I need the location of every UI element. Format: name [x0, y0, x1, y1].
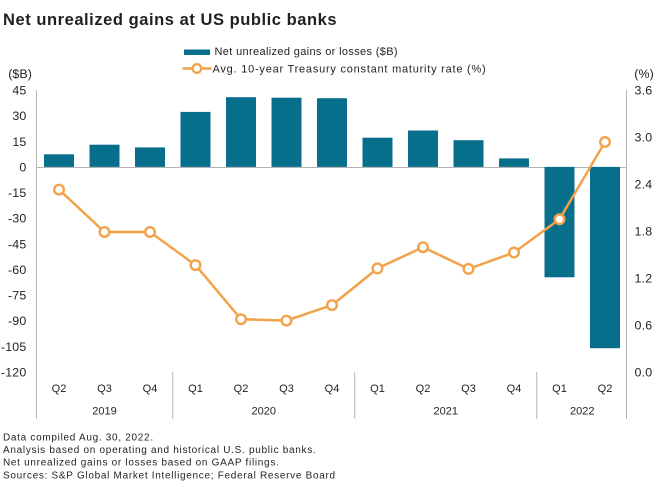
- svg-text:Sources: S&P Global Market Int: Sources: S&P Global Market Intelligence;…: [3, 470, 336, 481]
- svg-text:-45: -45: [8, 237, 27, 251]
- svg-text:15: 15: [12, 135, 26, 149]
- svg-text:Analysis based on operating an: Analysis based on operating and historic…: [3, 445, 316, 456]
- svg-text:-105: -105: [1, 340, 27, 354]
- svg-text:30: 30: [12, 109, 26, 123]
- svg-text:-75: -75: [8, 289, 27, 303]
- svg-text:3.0: 3.0: [635, 131, 653, 145]
- svg-text:Net unrealized gains or losses: Net unrealized gains or losses based on …: [3, 458, 280, 469]
- svg-text:Data compiled Aug. 30, 2022.: Data compiled Aug. 30, 2022.: [3, 433, 154, 444]
- svg-text:-60: -60: [8, 263, 27, 277]
- svg-text:($B): ($B): [8, 67, 32, 81]
- svg-text:Q3: Q3: [97, 383, 112, 395]
- svg-text:2019: 2019: [92, 406, 116, 418]
- svg-text:-30: -30: [8, 212, 27, 226]
- svg-text:-90: -90: [8, 314, 27, 328]
- svg-text:(%): (%): [634, 67, 654, 81]
- svg-text:2022: 2022: [570, 406, 594, 418]
- svg-text:Net unrealized gains at US pub: Net unrealized gains at US public banks: [3, 11, 337, 29]
- svg-text:0.0: 0.0: [635, 366, 653, 380]
- svg-text:Q1: Q1: [370, 383, 385, 395]
- svg-text:Avg. 10-year Treasury constant: Avg. 10-year Treasury constant maturity …: [213, 63, 487, 75]
- svg-text:1.8: 1.8: [635, 225, 653, 239]
- svg-text:3.6: 3.6: [635, 84, 653, 98]
- svg-text:-15: -15: [8, 186, 27, 200]
- svg-text:Q2: Q2: [234, 383, 249, 395]
- svg-text:2020: 2020: [252, 406, 276, 418]
- svg-text:Q4: Q4: [507, 383, 522, 395]
- svg-text:1.2: 1.2: [635, 272, 653, 286]
- svg-text:0.6: 0.6: [635, 319, 653, 333]
- svg-text:Q4: Q4: [143, 383, 158, 395]
- svg-text:Q3: Q3: [461, 383, 476, 395]
- svg-text:Q4: Q4: [325, 383, 340, 395]
- svg-text:Q1: Q1: [188, 383, 203, 395]
- svg-text:Q3: Q3: [279, 383, 294, 395]
- svg-text:Q1: Q1: [552, 383, 567, 395]
- svg-text:45: 45: [12, 84, 26, 98]
- svg-text:2.4: 2.4: [635, 178, 653, 192]
- svg-text:Q2: Q2: [598, 383, 613, 395]
- svg-text:-120: -120: [1, 366, 27, 380]
- svg-text:Q2: Q2: [416, 383, 431, 395]
- svg-text:2021: 2021: [434, 406, 458, 418]
- svg-text:Net unrealized gains or losses: Net unrealized gains or losses ($B): [215, 46, 398, 58]
- svg-text:0: 0: [19, 160, 26, 174]
- svg-text:Q2: Q2: [52, 383, 67, 395]
